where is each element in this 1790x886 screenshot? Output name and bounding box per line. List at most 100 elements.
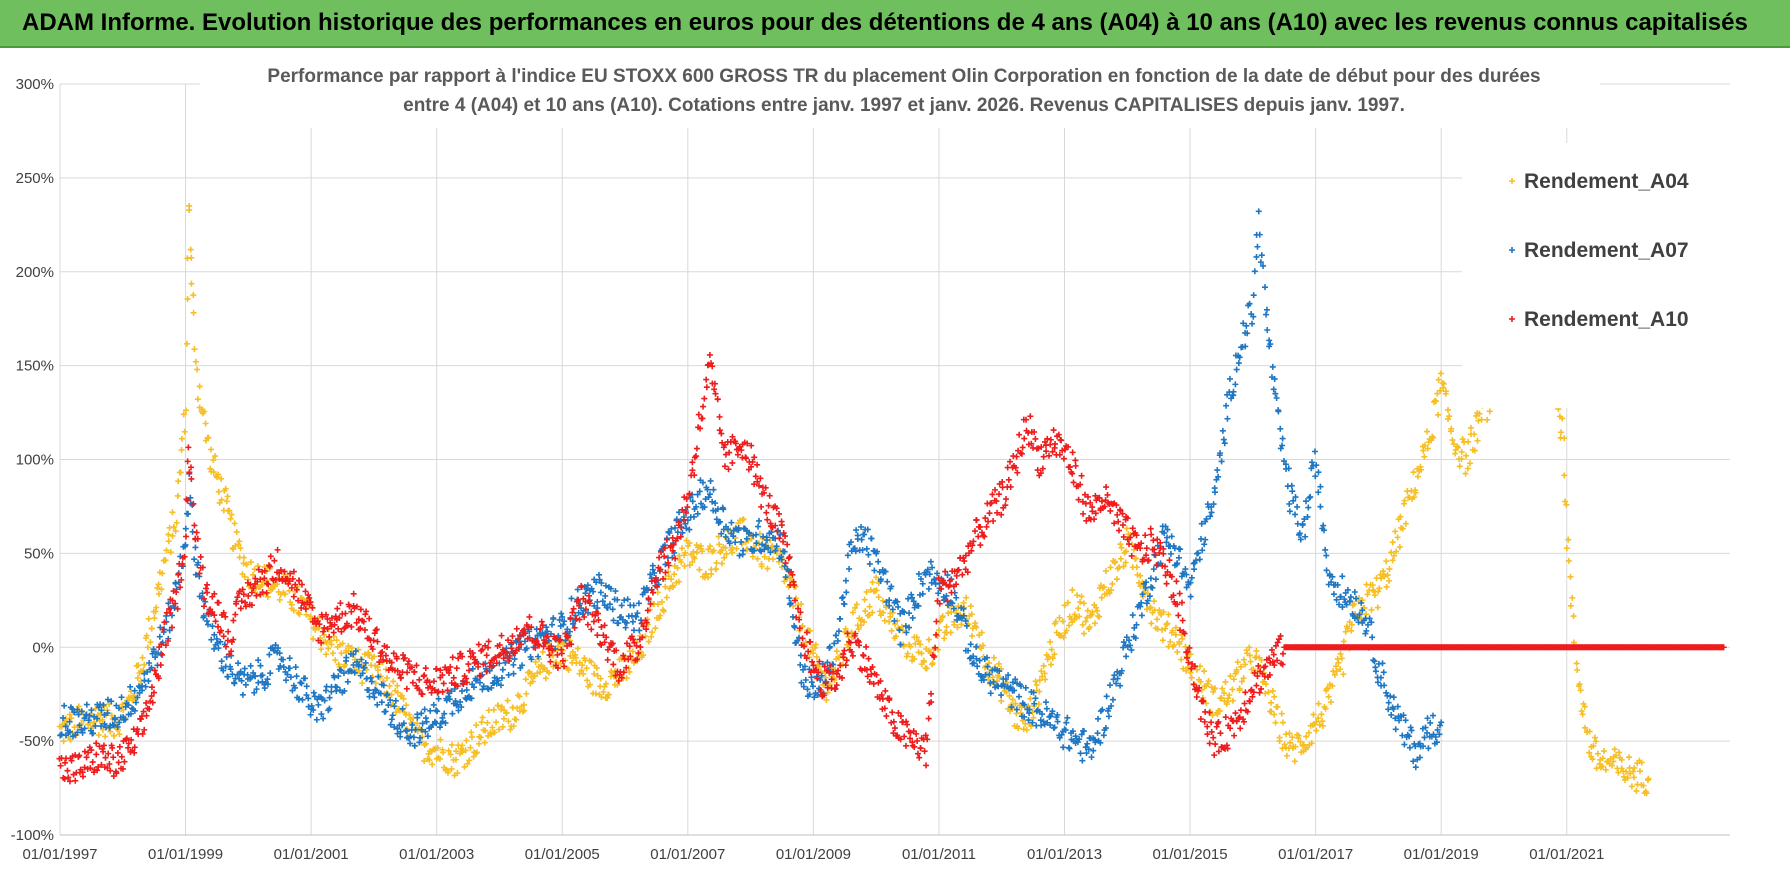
data-point	[290, 607, 297, 614]
data-point	[662, 583, 669, 590]
data-point	[1590, 742, 1597, 749]
data-point	[75, 703, 82, 710]
data-point	[383, 674, 390, 681]
data-point	[1350, 600, 1357, 607]
data-point	[1187, 669, 1194, 676]
data-point	[707, 543, 714, 550]
data-point	[153, 604, 160, 611]
data-point	[74, 729, 81, 736]
data-point	[1561, 472, 1568, 479]
data-point	[810, 650, 817, 657]
data-point	[1023, 726, 1030, 733]
data-point	[1599, 755, 1606, 762]
data-point	[81, 715, 88, 722]
data-point	[954, 624, 961, 631]
data-point	[560, 640, 567, 647]
data-point	[496, 726, 503, 733]
data-point	[869, 579, 876, 586]
data-point	[681, 562, 688, 569]
data-point	[1335, 659, 1342, 666]
data-point	[1446, 413, 1453, 420]
data-point	[339, 640, 346, 647]
data-point	[538, 662, 545, 669]
data-point	[186, 207, 193, 214]
data-point	[182, 407, 189, 414]
y-tick-label: -100%	[11, 827, 54, 844]
data-point	[104, 696, 111, 703]
data-point	[592, 690, 599, 697]
data-point	[645, 638, 652, 645]
data-point	[328, 641, 335, 648]
data-point	[1580, 700, 1587, 707]
data-point	[1027, 695, 1034, 702]
data-point	[1084, 607, 1091, 614]
data-point	[691, 555, 698, 562]
data-point	[718, 560, 725, 567]
data-point	[1164, 620, 1171, 627]
data-point	[181, 428, 188, 435]
data-point	[1374, 604, 1381, 611]
data-point	[215, 645, 222, 652]
data-point	[1211, 685, 1218, 692]
data-point	[904, 650, 911, 657]
data-points	[56, 202, 1727, 797]
data-point	[194, 396, 201, 403]
data-point	[229, 671, 236, 678]
data-point	[823, 696, 830, 703]
data-point	[158, 650, 165, 657]
data-point	[459, 742, 466, 749]
data-point	[195, 559, 202, 566]
data-point	[1384, 572, 1391, 579]
data-point	[1388, 549, 1395, 556]
data-point	[1214, 711, 1221, 718]
data-point	[208, 446, 215, 453]
data-point	[95, 704, 102, 711]
data-point	[1337, 666, 1344, 673]
y-tick-label: 50%	[24, 545, 54, 562]
data-point	[943, 623, 950, 630]
data-point	[1561, 435, 1568, 442]
data-point	[1229, 697, 1236, 704]
data-point	[1287, 739, 1294, 746]
data-point	[1182, 643, 1189, 650]
data-point	[861, 618, 868, 625]
data-point	[867, 586, 874, 593]
data-point	[678, 545, 685, 552]
data-point	[749, 553, 756, 560]
data-point	[1174, 648, 1181, 655]
data-point	[978, 629, 985, 636]
data-point	[893, 633, 899, 640]
x-tick-label: 01/01/2017	[1278, 846, 1353, 863]
data-point	[733, 545, 740, 552]
data-point	[112, 716, 119, 723]
data-point	[191, 346, 198, 353]
data-point	[236, 538, 243, 545]
data-point	[1075, 605, 1082, 612]
data-point	[264, 593, 271, 600]
data-point	[215, 488, 222, 495]
data-point	[90, 730, 97, 737]
data-point	[292, 664, 299, 671]
data-point	[663, 594, 670, 601]
data-point	[472, 750, 479, 757]
data-point	[320, 715, 327, 722]
data-point	[866, 603, 873, 610]
data-point	[510, 723, 517, 730]
data-point	[62, 723, 69, 730]
data-point	[1276, 738, 1283, 745]
data-point	[92, 705, 99, 712]
data-point	[713, 566, 720, 573]
data-point	[756, 530, 763, 537]
data-point	[516, 693, 523, 700]
data-point	[453, 748, 460, 755]
data-point	[194, 366, 201, 373]
data-point	[947, 629, 954, 636]
data-point	[1086, 624, 1093, 631]
data-point	[907, 643, 914, 650]
data-point	[348, 644, 355, 651]
data-point	[1226, 692, 1233, 699]
data-point	[1592, 738, 1599, 745]
data-point	[513, 716, 520, 723]
data-point	[247, 662, 254, 669]
data-point	[656, 615, 663, 622]
